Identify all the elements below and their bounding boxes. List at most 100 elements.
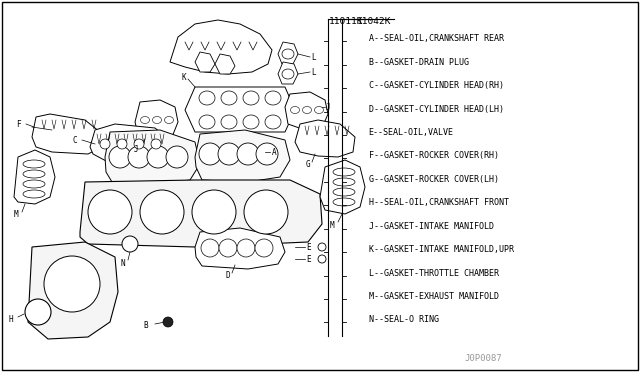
- Ellipse shape: [282, 49, 294, 59]
- Ellipse shape: [314, 106, 323, 113]
- Text: F: F: [16, 119, 20, 128]
- Circle shape: [44, 256, 100, 312]
- Text: D: D: [226, 272, 230, 280]
- Ellipse shape: [141, 116, 150, 124]
- Polygon shape: [278, 62, 298, 84]
- Polygon shape: [195, 52, 215, 72]
- Circle shape: [201, 239, 219, 257]
- Text: 11042K: 11042K: [356, 17, 391, 26]
- Circle shape: [318, 243, 326, 251]
- Text: D--GASKET-CYLINDER HEAD(LH): D--GASKET-CYLINDER HEAD(LH): [369, 105, 504, 113]
- Text: J--GASKET-INTAKE MANIFOLD: J--GASKET-INTAKE MANIFOLD: [369, 222, 493, 231]
- Polygon shape: [170, 20, 272, 74]
- Ellipse shape: [265, 91, 281, 105]
- Text: F--GASKET-ROCKER COVER(RH): F--GASKET-ROCKER COVER(RH): [369, 151, 499, 160]
- Polygon shape: [105, 130, 200, 184]
- Ellipse shape: [265, 115, 281, 129]
- Ellipse shape: [221, 115, 237, 129]
- Text: C--GASKET-CYLINDER HEAD(RH): C--GASKET-CYLINDER HEAD(RH): [369, 81, 504, 90]
- Text: N: N: [120, 259, 125, 267]
- Circle shape: [147, 146, 169, 168]
- Circle shape: [163, 317, 173, 327]
- Text: B--GASKET-DRAIN PLUG: B--GASKET-DRAIN PLUG: [369, 58, 468, 67]
- Polygon shape: [295, 120, 355, 157]
- Text: J: J: [326, 103, 331, 112]
- Ellipse shape: [199, 115, 215, 129]
- Text: E: E: [306, 254, 310, 263]
- Circle shape: [237, 143, 259, 165]
- Text: L: L: [311, 67, 316, 77]
- Text: 11011K: 11011K: [329, 17, 364, 26]
- Text: J: J: [134, 144, 139, 154]
- Text: A--SEAL-OIL,CRANKSHAFT REAR: A--SEAL-OIL,CRANKSHAFT REAR: [369, 34, 504, 43]
- Ellipse shape: [282, 69, 294, 79]
- Circle shape: [192, 190, 236, 234]
- Text: N--SEAL-O RING: N--SEAL-O RING: [369, 315, 438, 324]
- Polygon shape: [28, 242, 118, 339]
- Polygon shape: [135, 100, 178, 139]
- Circle shape: [109, 146, 131, 168]
- Polygon shape: [215, 54, 235, 74]
- Ellipse shape: [221, 91, 237, 105]
- Circle shape: [100, 139, 110, 149]
- Ellipse shape: [164, 116, 173, 124]
- Polygon shape: [278, 42, 298, 64]
- Polygon shape: [90, 124, 170, 164]
- Text: L--GASKET-THROTTLE CHAMBER: L--GASKET-THROTTLE CHAMBER: [369, 269, 499, 278]
- Text: G: G: [306, 160, 310, 169]
- Polygon shape: [320, 160, 365, 214]
- Text: B: B: [143, 321, 148, 330]
- Polygon shape: [185, 87, 295, 132]
- Polygon shape: [195, 130, 290, 182]
- Text: H: H: [8, 314, 13, 324]
- Circle shape: [244, 190, 288, 234]
- Circle shape: [237, 239, 255, 257]
- Circle shape: [199, 143, 221, 165]
- Text: G--GASKET-ROCKER COVER(LH): G--GASKET-ROCKER COVER(LH): [369, 175, 499, 184]
- Text: L: L: [311, 52, 316, 61]
- Polygon shape: [14, 150, 55, 204]
- Polygon shape: [80, 180, 322, 247]
- Circle shape: [256, 143, 278, 165]
- Circle shape: [219, 239, 237, 257]
- Ellipse shape: [303, 106, 312, 113]
- Circle shape: [117, 139, 127, 149]
- Text: M: M: [14, 209, 19, 218]
- Ellipse shape: [333, 178, 355, 186]
- Ellipse shape: [23, 160, 45, 168]
- Polygon shape: [195, 228, 285, 269]
- Circle shape: [122, 236, 138, 252]
- Circle shape: [128, 146, 150, 168]
- Circle shape: [25, 299, 51, 325]
- Text: H--SEAL-OIL,CRANKSHAFT FRONT: H--SEAL-OIL,CRANKSHAFT FRONT: [369, 198, 509, 207]
- Ellipse shape: [23, 190, 45, 198]
- Circle shape: [218, 143, 240, 165]
- Ellipse shape: [23, 180, 45, 188]
- Circle shape: [140, 190, 184, 234]
- Ellipse shape: [291, 106, 300, 113]
- Text: M: M: [330, 221, 335, 230]
- Ellipse shape: [199, 91, 215, 105]
- Text: M--GASKET-EXHAUST MANIFOLD: M--GASKET-EXHAUST MANIFOLD: [369, 292, 499, 301]
- Circle shape: [318, 255, 326, 263]
- Ellipse shape: [243, 91, 259, 105]
- Circle shape: [134, 139, 144, 149]
- Text: E: E: [306, 243, 310, 251]
- Ellipse shape: [152, 116, 161, 124]
- Ellipse shape: [243, 115, 259, 129]
- Ellipse shape: [333, 198, 355, 206]
- Text: J0P0087: J0P0087: [465, 354, 502, 363]
- Ellipse shape: [23, 170, 45, 178]
- Circle shape: [88, 190, 132, 234]
- Text: E--SEAL-OIL,VALVE: E--SEAL-OIL,VALVE: [369, 128, 454, 137]
- Ellipse shape: [333, 168, 355, 176]
- Text: A: A: [272, 148, 276, 157]
- Text: C: C: [72, 135, 77, 144]
- Circle shape: [255, 239, 273, 257]
- Circle shape: [166, 146, 188, 168]
- Polygon shape: [32, 114, 102, 154]
- Ellipse shape: [333, 188, 355, 196]
- Text: K--GASKET-INTAKE MANIFOLD,UPR: K--GASKET-INTAKE MANIFOLD,UPR: [369, 245, 514, 254]
- Polygon shape: [285, 92, 328, 130]
- Circle shape: [151, 139, 161, 149]
